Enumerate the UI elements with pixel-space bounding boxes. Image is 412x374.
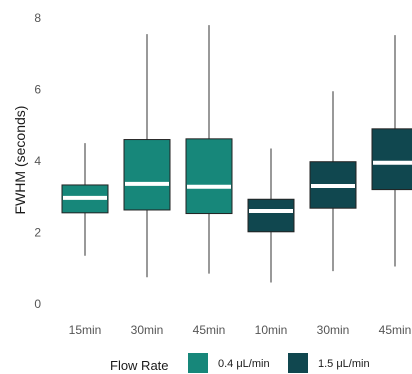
x-axis-ticks: 15min 30min 45min 10min 30min 45min — [69, 323, 412, 337]
box-30min-high-flow — [309, 91, 357, 272]
y-tick-label: 0 — [34, 297, 41, 311]
y-tick-label: 6 — [34, 83, 41, 97]
y-axis-title: FWHM (seconds) — [12, 106, 28, 215]
box-series — [61, 25, 412, 283]
y-axis-ticks: 0 2 4 6 8 — [34, 11, 41, 311]
x-tick-label: 45min — [379, 323, 412, 337]
y-tick-label: 8 — [34, 11, 41, 25]
box-body — [123, 139, 171, 211]
legend-title: Flow Rate — [110, 358, 169, 373]
y-tick-label: 4 — [34, 154, 41, 168]
box-45min-low-flow — [185, 25, 233, 274]
x-tick-label: 10min — [255, 323, 288, 337]
legend-label: 1.5 μL/min — [318, 358, 370, 370]
y-tick-label: 2 — [34, 226, 41, 240]
legend-key — [188, 353, 208, 373]
box-body — [185, 138, 233, 215]
box-10min-high-flow — [247, 148, 295, 283]
box-45min-high-flow — [371, 35, 412, 267]
box-body — [247, 198, 295, 233]
x-tick-label: 15min — [69, 323, 102, 337]
legend-key — [288, 353, 308, 373]
box-body — [371, 128, 412, 191]
box-15min-low-flow — [61, 143, 109, 256]
legend: Flow Rate 0.4 μL/min 1.5 μL/min — [110, 353, 370, 373]
x-tick-label: 45min — [193, 323, 226, 337]
legend-label: 0.4 μL/min — [218, 358, 270, 370]
box-30min-low-flow — [123, 34, 171, 278]
x-tick-label: 30min — [131, 323, 164, 337]
x-tick-label: 30min — [317, 323, 350, 337]
